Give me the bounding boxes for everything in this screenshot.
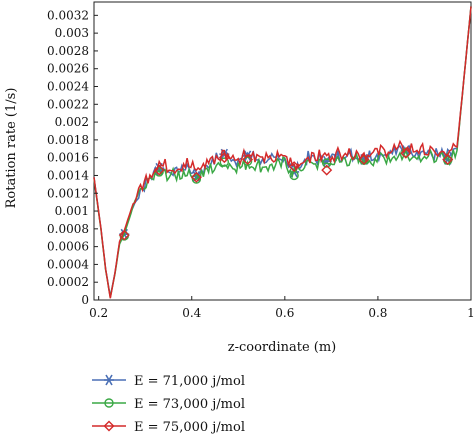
- series-marker: [358, 153, 370, 165]
- y-tick-label: 0.0012: [47, 186, 89, 200]
- series-layer: [93, 6, 472, 299]
- series-marker: [288, 161, 300, 173]
- series-marker: [242, 156, 253, 166]
- y-tick-label: 0.0018: [47, 133, 89, 147]
- x-tick-label: 0.4: [182, 306, 201, 320]
- legend-marker: [103, 420, 115, 432]
- y-tick-label: 0.0006: [47, 240, 89, 254]
- series-marker: [218, 152, 230, 164]
- series-marker: [321, 164, 333, 176]
- y-tick-label: 0.0004: [47, 257, 89, 271]
- series-marker: [242, 153, 254, 165]
- x-axis: 0.2 0.4 0.6 0.8 1: [89, 296, 474, 320]
- y-tick-label: 0.0024: [47, 80, 89, 94]
- y-tick-label: 0.0016: [47, 151, 89, 165]
- plot-frame: [93, 1, 472, 301]
- legend-marker: [104, 374, 114, 386]
- legend-label: E = 71,000 j/mol: [134, 374, 245, 389]
- legend-entry: E = 75,000 j/mol: [92, 420, 245, 435]
- x-axis-title: z-coordinate (m): [228, 340, 337, 355]
- y-tick-label: 0.0032: [47, 8, 89, 22]
- series-marker: [442, 153, 454, 165]
- series-marker: [191, 174, 202, 184]
- y-tick-label: 0.0002: [47, 275, 89, 289]
- legend: E = 71,000 j/mol E = 73,000 j/mol E = 75,0…: [92, 374, 245, 435]
- y-tick-label: 0.0008: [47, 222, 89, 236]
- y-tick-label: 0: [81, 293, 89, 307]
- x-tick-label: 0.6: [275, 306, 294, 320]
- series-marker: [400, 147, 412, 159]
- y-tick-label: 0.0022: [47, 97, 89, 111]
- y-axis-title: Rotation rate (1/s): [4, 88, 19, 209]
- series-marker: [219, 157, 230, 167]
- series-3: [93, 6, 472, 299]
- legend-label: E = 75,000 j/mol: [134, 420, 245, 435]
- x-tick-label: 0.8: [368, 306, 387, 320]
- legend-marker: [104, 398, 114, 408]
- x-tick-label: 0.2: [89, 306, 108, 320]
- y-tick-label: 0.0014: [47, 168, 89, 182]
- series-marker: [190, 171, 202, 183]
- legend-entry: E = 71,000 j/mol: [92, 374, 245, 389]
- y-tick-label: 0.003: [55, 26, 89, 40]
- legend-entry: E = 73,000 j/mol: [92, 397, 245, 412]
- y-axis: 0 0.0002 0.0004 0.0006 0.0008 0.001 0.0012 0.00…: [47, 8, 98, 307]
- series-marker: [153, 164, 165, 176]
- y-tick-label: 0.0028: [47, 44, 89, 58]
- series-marker: [118, 229, 130, 241]
- y-tick-label: 0.002: [55, 115, 89, 129]
- series-line: [93, 6, 472, 299]
- legend-label: E = 73,000 j/mol: [134, 397, 245, 412]
- y-tick-label: 0.0026: [47, 62, 89, 76]
- x-tick-label: 1: [467, 306, 474, 320]
- series-marker: [322, 158, 332, 168]
- plot-area: [93, 1, 472, 301]
- y-tick-label: 0.001: [55, 204, 89, 218]
